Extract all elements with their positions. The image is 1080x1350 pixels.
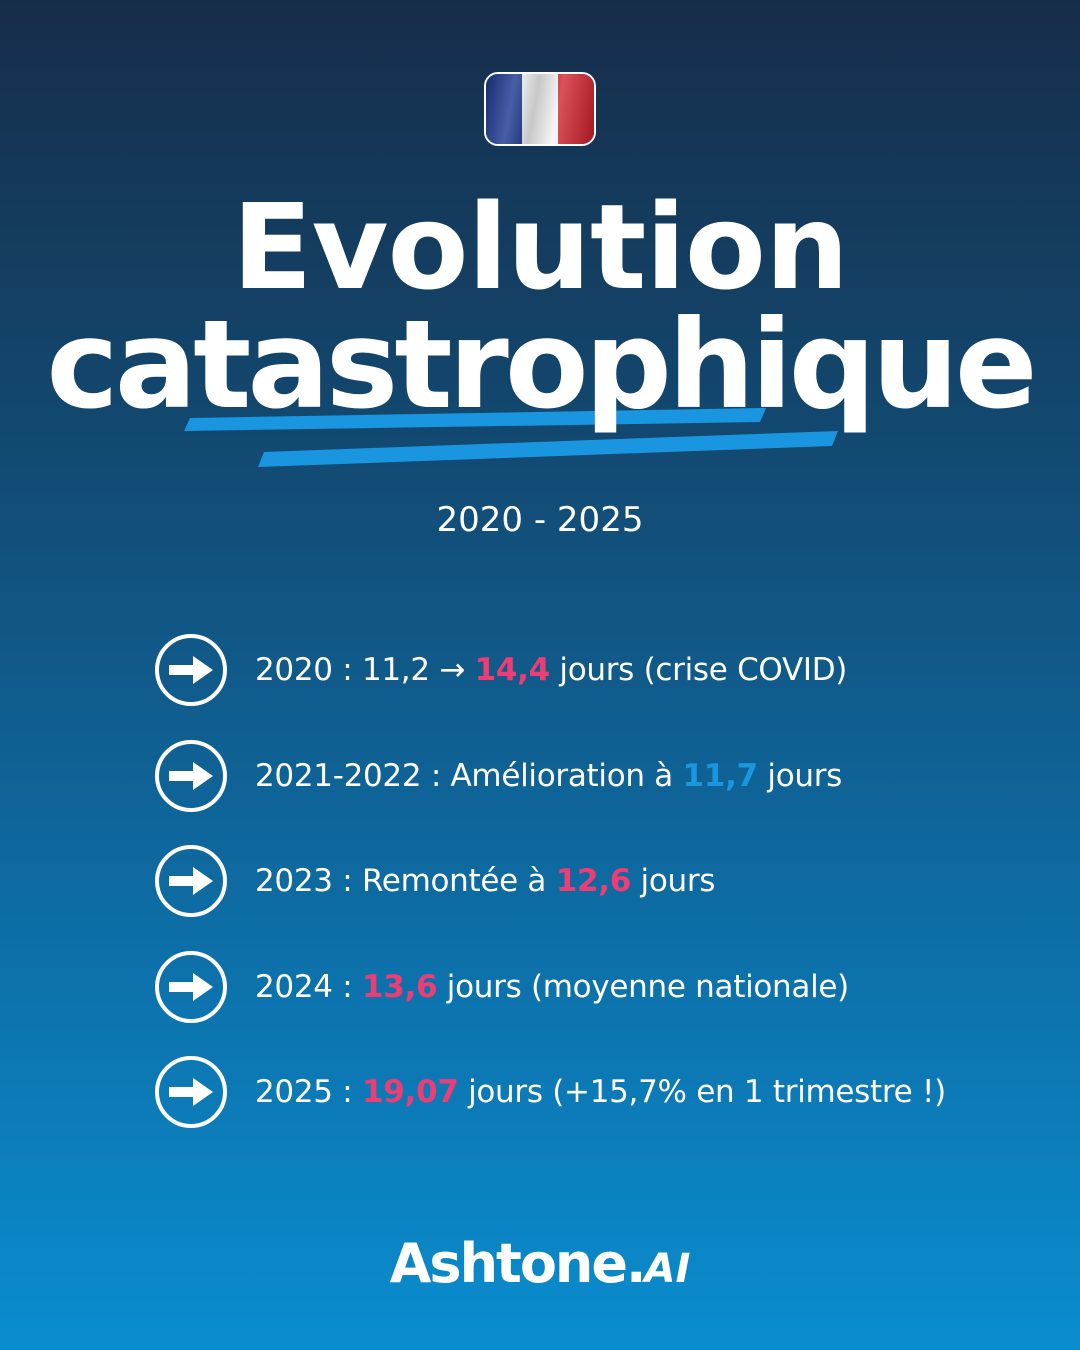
item-value: 11,7 xyxy=(682,757,759,794)
logo-suffix: AI xyxy=(644,1246,691,1292)
list-item: 2025 : 19,07 jours (+15,7% en 1 trimestr… xyxy=(155,1056,946,1128)
arrow-right-icon xyxy=(155,950,227,1023)
item-prefix: 2021-2022 : Amélioration à xyxy=(255,757,683,794)
list-item-text: 2024 : 13,6 jours (moyenne nationale) xyxy=(255,969,849,1005)
brand-logo: Ashtone.AI xyxy=(0,1232,1080,1295)
item-suffix: jours (+15,7% en 1 trimestre !) xyxy=(458,1074,946,1110)
item-value: 13,6 xyxy=(361,968,438,1005)
list-item-text: 2021-2022 : Amélioration à 11,7 jours xyxy=(255,758,842,794)
list-item: 2024 : 13,6 jours (moyenne nationale) xyxy=(155,950,946,1023)
item-prefix: 2024 : xyxy=(255,968,362,1005)
item-prefix: 2020 : 11,2 → xyxy=(255,652,475,688)
item-value: 14,4 xyxy=(474,652,551,688)
timeline-list: 2020 : 11,2 → 14,4 jours (crise COVID) 2… xyxy=(155,634,946,1162)
item-suffix: jours (moyenne nationale) xyxy=(437,968,849,1005)
flag-band-blue xyxy=(486,74,522,144)
list-item-text: 2023 : Remontée à 12,6 jours xyxy=(255,863,715,899)
arrow-right-icon xyxy=(155,634,227,706)
arrow-right-icon xyxy=(155,1056,227,1128)
flag-band-red xyxy=(558,74,594,144)
period-label: 2020 - 2025 xyxy=(436,500,644,540)
item-value: 19,07 xyxy=(361,1074,459,1110)
list-item-text: 2020 : 11,2 → 14,4 jours (crise COVID) xyxy=(255,652,847,688)
item-prefix: 2023 : Remontée à xyxy=(255,863,556,899)
arrow-right-icon xyxy=(155,739,227,812)
item-suffix: jours (crise COVID) xyxy=(549,652,848,688)
title-line-2: catastrophique xyxy=(46,294,1037,436)
list-item: 2020 : 11,2 → 14,4 jours (crise COVID) xyxy=(155,634,946,706)
item-suffix: jours xyxy=(630,863,716,899)
france-flag-icon xyxy=(484,72,596,146)
item-prefix: 2025 : xyxy=(255,1074,362,1110)
flag-band-white xyxy=(522,74,558,144)
list-item-text: 2025 : 19,07 jours (+15,7% en 1 trimestr… xyxy=(255,1074,946,1110)
item-value: 12,6 xyxy=(555,863,632,899)
item-suffix: jours xyxy=(757,757,843,794)
title-line-1: Evolution xyxy=(232,178,849,316)
logo-main: Ashtone. xyxy=(389,1232,647,1295)
list-item: 2021-2022 : Amélioration à 11,7 jours xyxy=(155,739,946,812)
arrow-right-icon xyxy=(155,845,227,917)
flag-wave-shading xyxy=(486,74,594,144)
list-item: 2023 : Remontée à 12,6 jours xyxy=(155,845,946,917)
